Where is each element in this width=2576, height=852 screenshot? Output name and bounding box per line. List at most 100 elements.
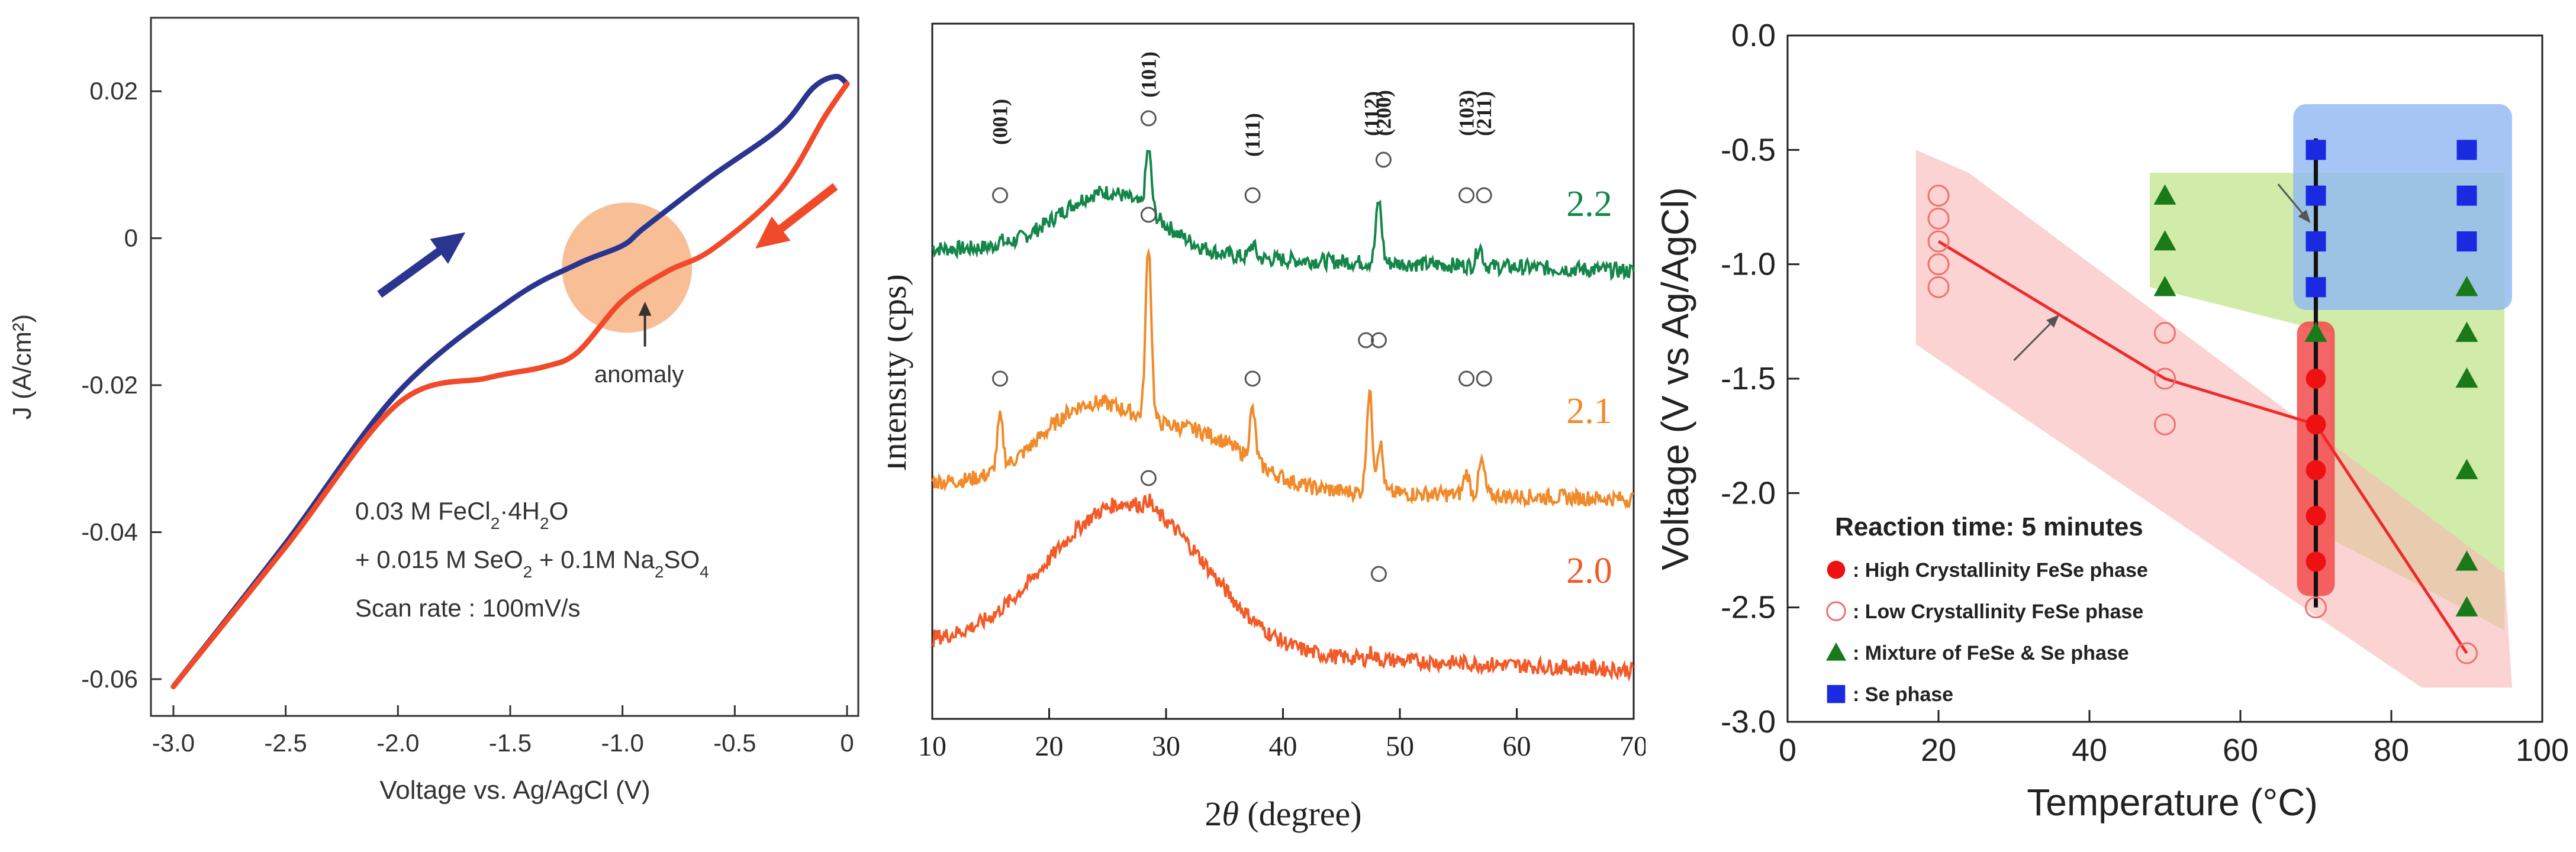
xrd-x-axis: 10 20 30 40 50 60 70 xyxy=(918,708,1646,762)
phase-point-triangle xyxy=(2153,184,2176,205)
xrd-x-tick-label: 50 xyxy=(1386,731,1414,762)
xrd-peak-marker xyxy=(1476,370,1492,387)
xrd-series-label: 2.0 xyxy=(1566,551,1612,591)
cv-y-axis: 0.02 0 -0.02 -0.04 -0.06 xyxy=(81,77,162,693)
phase-point-filled-circle xyxy=(2305,369,2326,389)
phase-point-open-circle xyxy=(2154,413,2176,435)
cv-y-tick-label: -0.02 xyxy=(81,371,138,399)
phase-point-square xyxy=(2456,140,2477,160)
xrd-x-tick-label: 70 xyxy=(1619,731,1646,762)
xrd-x-tick-label: 10 xyxy=(918,731,946,762)
phase-x-axis-label: Temperature (°C) xyxy=(2027,781,2318,824)
phase-point-square xyxy=(2305,277,2326,298)
phase-point-filled-circle xyxy=(2305,414,2326,435)
phase-point-triangle xyxy=(2455,367,2478,388)
reverse-arrow-shaft xyxy=(768,183,838,240)
legend-label: : High Crystallinity FeSe phase xyxy=(1853,559,2148,582)
forward-scan-arrow xyxy=(377,232,466,298)
legend-label: : Low Crystallinity FeSe phase xyxy=(1853,601,2143,623)
phase-x-tick-label: 80 xyxy=(2374,732,2409,768)
phase-x-axis: 0 20 40 60 80 100 xyxy=(1779,710,2569,768)
se-arrow-head xyxy=(2298,209,2311,224)
phase-point-triangle xyxy=(2455,596,2478,617)
cv-x-axis: -3.0 -2.5 -2.0 -1.5 -1.0 -0.5 0 xyxy=(152,705,854,757)
cv-y-tick-label: 0.02 xyxy=(89,77,138,105)
xrd-peak-label: (001) xyxy=(988,99,1012,145)
cv-y-tick-label: 0 xyxy=(124,224,138,252)
phase-point-open-circle xyxy=(1927,230,1950,253)
xrd-peak-marker xyxy=(1375,151,1392,168)
xrd-peak-marker xyxy=(1458,370,1475,387)
xrd-peak-label: (111) xyxy=(1241,113,1264,157)
xrd-x-axis-label: 2θ (degree) xyxy=(1205,795,1361,833)
phase-point-square xyxy=(2456,185,2477,206)
phase-point-open-circle xyxy=(2154,367,2176,390)
cv-chart: -3.0 -2.5 -2.0 -1.5 -1.0 -0.5 0 0.02 0 -0.02 -0.0… xyxy=(8,17,859,805)
cv-y-tick-label: -0.06 xyxy=(81,665,138,693)
trend-arrow-head xyxy=(2046,314,2059,328)
xrd-x-tick-label: 60 xyxy=(1503,731,1531,762)
cv-x-tick-label: -2.0 xyxy=(376,729,419,757)
phase-legend: Reaction time: 5 minutes : High Crystall… xyxy=(1825,512,2148,706)
cv-x-tick-label: -2.5 xyxy=(264,729,307,757)
phase-y-tick-label: -0.5 xyxy=(1721,132,1776,167)
phase-y-tick-label: -2.5 xyxy=(1721,590,1776,625)
xrd-peak-label: (112) xyxy=(1360,91,1384,136)
phase-point-open-circle xyxy=(1927,276,1950,298)
phase-point-triangle xyxy=(2455,550,2478,571)
cv-y-axis-label: J (A/cm²) xyxy=(8,314,37,419)
xrd-chart: 10 20 30 40 50 60 70 2.2 2.1 2.0 (001) (101) (111)… xyxy=(888,22,1646,833)
se-phase-region xyxy=(2293,104,2512,310)
se-arrow-shaft xyxy=(2277,183,2307,218)
reverse-arrow-head xyxy=(755,216,791,249)
phase-regions xyxy=(1915,104,2512,688)
xrd-x-tick-label: 30 xyxy=(1152,731,1180,762)
phase-point-filled-circle xyxy=(2305,506,2326,526)
anomaly-arrow-head xyxy=(638,301,652,316)
legend-label: : Mixture of FeSe & Se phase xyxy=(1853,642,2129,664)
cv-plot-frame xyxy=(150,17,859,717)
xrd-series-label: 2.2 xyxy=(1566,184,1612,224)
phase-y-tick-label: 0.0 xyxy=(1731,18,1776,53)
legend-title: Reaction time: 5 minutes xyxy=(1835,512,2143,541)
phase-y-tick-label: -2.0 xyxy=(1721,475,1776,511)
phase-x-tick-label: 20 xyxy=(1921,732,1956,768)
phase-point-open-circle xyxy=(2154,322,2176,344)
phase-point-open-circle xyxy=(1927,253,1950,276)
phase-point-triangle xyxy=(2455,321,2478,342)
phase-point-square xyxy=(2305,140,2326,160)
xrd-peak-marker xyxy=(1476,187,1492,204)
phase-x-tick-label: 60 xyxy=(2223,732,2258,768)
phase-point-open-circle xyxy=(1927,207,1950,230)
phase-y-axis-label: Voltage (V vs Ag/AgCl) xyxy=(1654,187,1696,570)
phase-point-triangle xyxy=(2153,276,2176,296)
cv-y-tick-label: -0.04 xyxy=(81,518,138,546)
xrd-peak-marker xyxy=(1458,187,1475,204)
xrd-peak-label: (211) xyxy=(1472,91,1496,136)
scan-rate-text: Scan rate : 100mV/s xyxy=(355,594,581,622)
xrd-x-tick-label: 20 xyxy=(1035,731,1064,762)
xrd-peak-marker xyxy=(1358,332,1374,348)
cv-x-tick-label: -1.0 xyxy=(601,729,643,757)
xrd-peak-marker xyxy=(1140,110,1157,127)
cv-forward-scan-line xyxy=(170,73,850,689)
xrd-peak-marker xyxy=(992,187,1009,204)
xrd-peak-marker xyxy=(1244,370,1261,387)
cv-x-tick-label: 0 xyxy=(840,729,854,757)
cv-reverse-scan-line xyxy=(170,81,850,689)
xrd-x-tick-label: 40 xyxy=(1269,731,1297,762)
legend-marker-square xyxy=(1827,685,1846,703)
phase-point-square xyxy=(2305,231,2326,251)
cv-x-tick-label: -0.5 xyxy=(713,729,756,757)
phase-point-open-circle xyxy=(2305,596,2327,619)
reverse-scan-arrow xyxy=(755,183,838,249)
phase-point-open-circle xyxy=(1927,185,1950,207)
phase-point-filled-circle xyxy=(2305,460,2326,480)
phase-y-axis: 0.0 -0.5 -1.0 -1.5 -2.0 -2.5 -3.0 xyxy=(1721,18,1799,740)
phase-point-triangle xyxy=(2455,459,2478,479)
xrd-peak-marker xyxy=(1140,206,1157,223)
xrd-series-label: 2.1 xyxy=(1566,391,1612,431)
xrd-peak-marker xyxy=(1140,470,1157,486)
cv-x-axis-label: Voltage vs. Ag/AgCl (V) xyxy=(379,776,650,805)
xrd-series-line xyxy=(931,493,1634,682)
